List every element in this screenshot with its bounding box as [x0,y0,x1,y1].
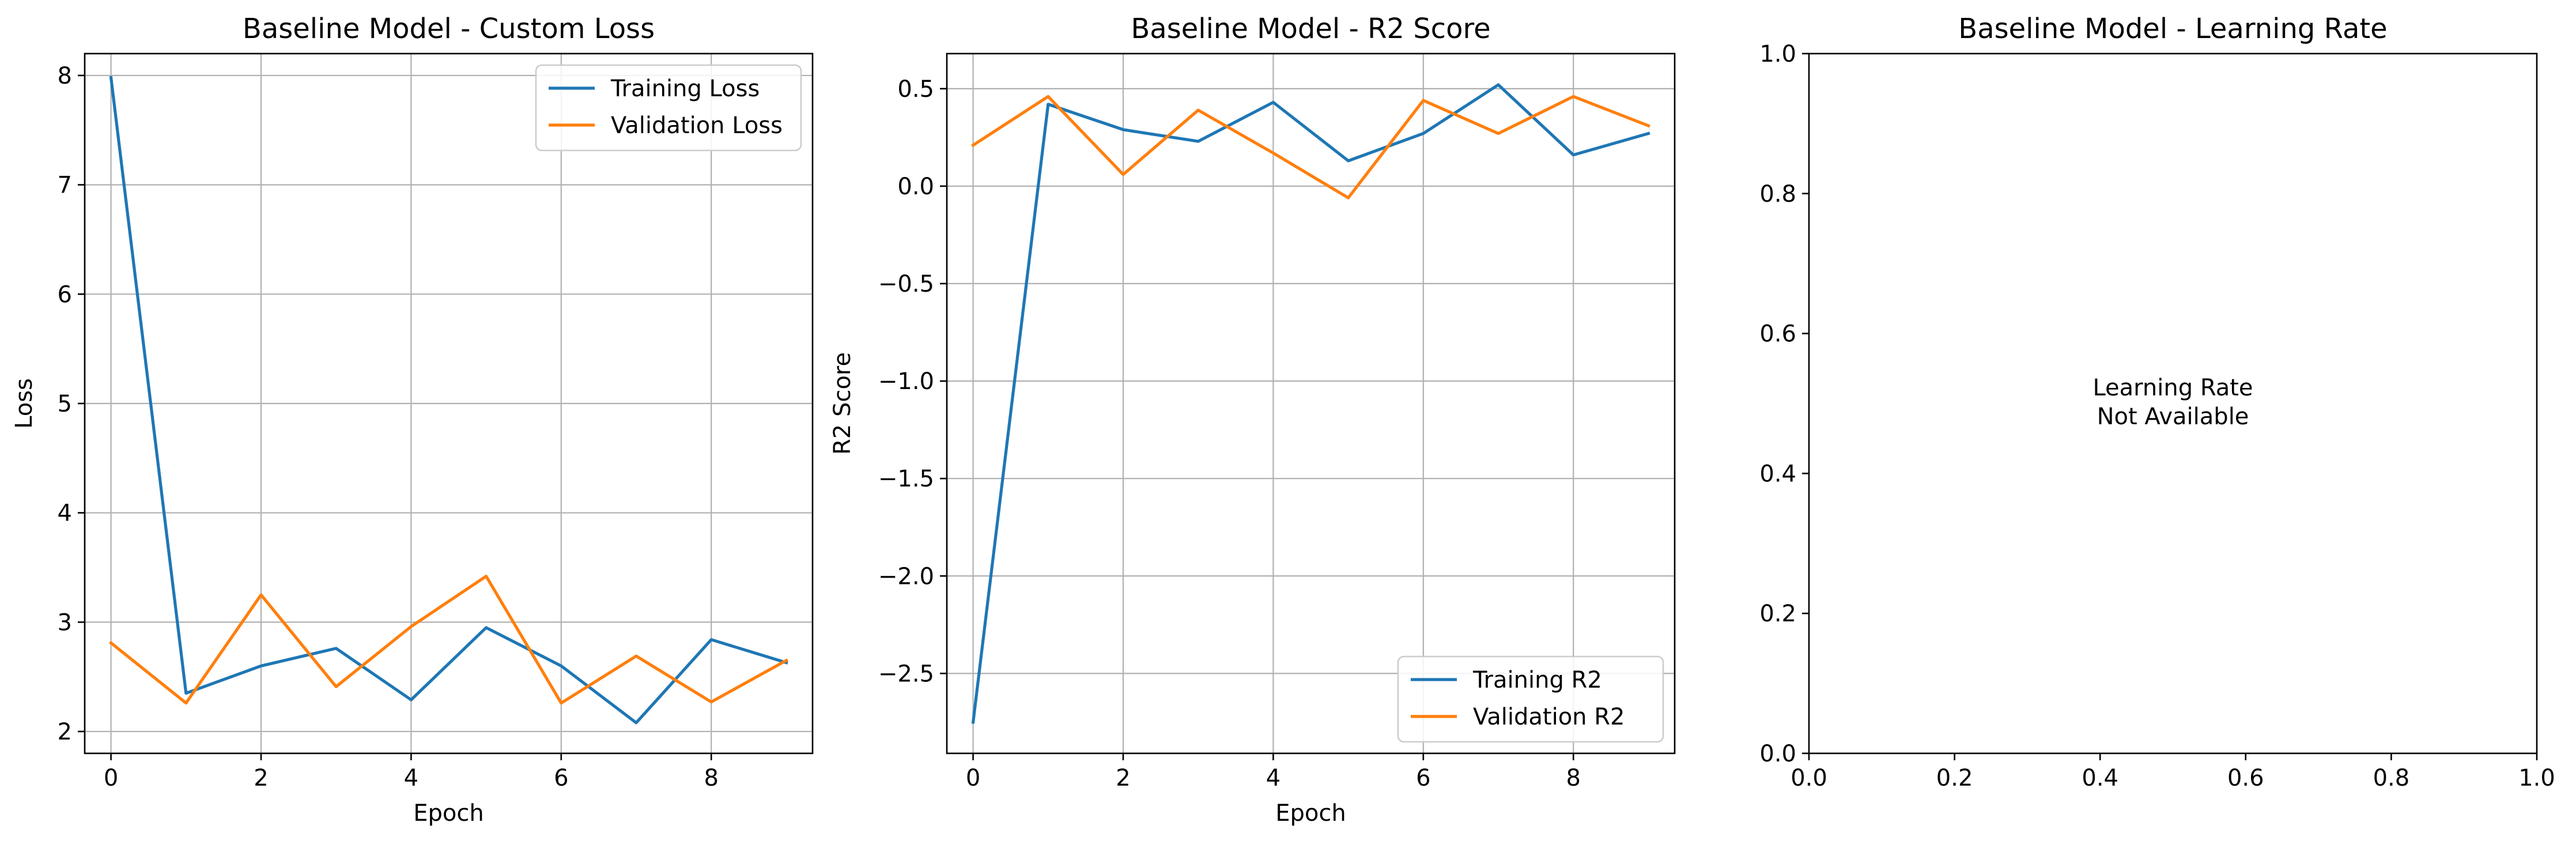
y-tick-label: 2 [58,719,72,745]
x-tick-label: 0.4 [2082,765,2118,791]
chart-panel-1: 0 2 4 6 8 2 3 4 5 6 7 8 Baseline Model - Custom Loss… [11,13,814,827]
y-tick-label: 0.0 [1759,741,1796,767]
x-tick-label: 0 [966,765,980,791]
legend-label: Validation R2 [1473,704,1625,730]
chart-panel-3: 0.0 0.2 0.4 0.6 0.8 1.0 0.0 0.2 0.4 0.6 0.8 1.0 Base… [1759,13,2555,791]
series-line-training-r2 [971,83,1650,724]
x-tick-label: 0.0 [1791,765,1827,791]
y-axis-label: R2 Score [829,352,856,455]
y-tick-label: −2.0 [878,563,934,590]
y-tick-label: −1.0 [878,368,934,395]
y-tick-label: −2.5 [878,661,934,687]
y-tick-label: 3 [58,609,72,636]
x-tick-label: 2 [254,765,268,791]
chart-panel-2: 0 2 4 6 8 −2.5 −2.0 −1.5 −1.0 −0.5 0.0 0.5 Baseline … [829,13,1676,827]
chart-title: Baseline Model - Custom Loss [243,13,655,45]
x-tick-label: 8 [1566,765,1580,791]
legend-box [535,64,802,152]
series-line-training-loss [109,76,788,725]
axes-frame [946,52,1676,755]
y-tick-label: −1.5 [878,466,934,492]
x-tick-label: 0.6 [2227,765,2264,791]
x-tick-label: 0.2 [1936,765,1973,791]
chart-title: Baseline Model - R2 Score [1131,13,1490,45]
x-tick-label: 2 [1116,765,1130,791]
y-tick-label: 0.6 [1759,321,1796,348]
x-tick-label: 4 [1266,765,1281,791]
legend: Training R2 Validation R2 [1397,655,1664,743]
y-tick-label: 5 [58,391,72,417]
x-tick-label: 0.8 [2373,765,2410,791]
x-tick-label: 8 [704,765,718,791]
y-tick-label: 6 [58,281,72,308]
axes-frame [1808,52,2538,755]
x-tick-label: 6 [554,765,568,791]
chart-title: Baseline Model - Learning Rate [1958,13,2387,45]
y-tick-label: 1.0 [1759,41,1796,67]
y-tick-label: 0.0 [897,173,934,200]
x-axis-label: Epoch [1275,800,1346,827]
y-tick-label: 0.2 [1759,601,1796,627]
y-tick-label: 7 [58,172,72,199]
annotation-text: Learning Rate [2092,375,2253,401]
legend-box [1397,655,1664,743]
series-line-validation-loss [108,575,788,705]
y-tick-label: −0.5 [878,271,934,297]
legend-label: Training Loss [610,76,760,102]
legend-label: Validation Loss [611,112,783,139]
series-line-validation-r2 [971,95,1650,199]
legend: Training Loss Validation Loss [535,64,802,152]
x-tick-label: 0 [104,765,118,791]
y-tick-label: 0.4 [1759,461,1796,487]
x-tick-label: 4 [404,765,418,791]
legend-label: Training R2 [1472,667,1602,693]
x-tick-label: 6 [1416,765,1430,791]
y-tick-label: 8 [58,63,72,89]
x-tick-label: 1.0 [2518,765,2555,791]
y-tick-label: 4 [58,500,72,527]
y-tick-label: 0.5 [897,76,934,103]
y-tick-label: 0.8 [1759,181,1796,208]
annotation-text: Not Available [2097,403,2249,430]
x-axis-label: Epoch [413,800,484,827]
y-axis-label: Loss [11,378,37,429]
